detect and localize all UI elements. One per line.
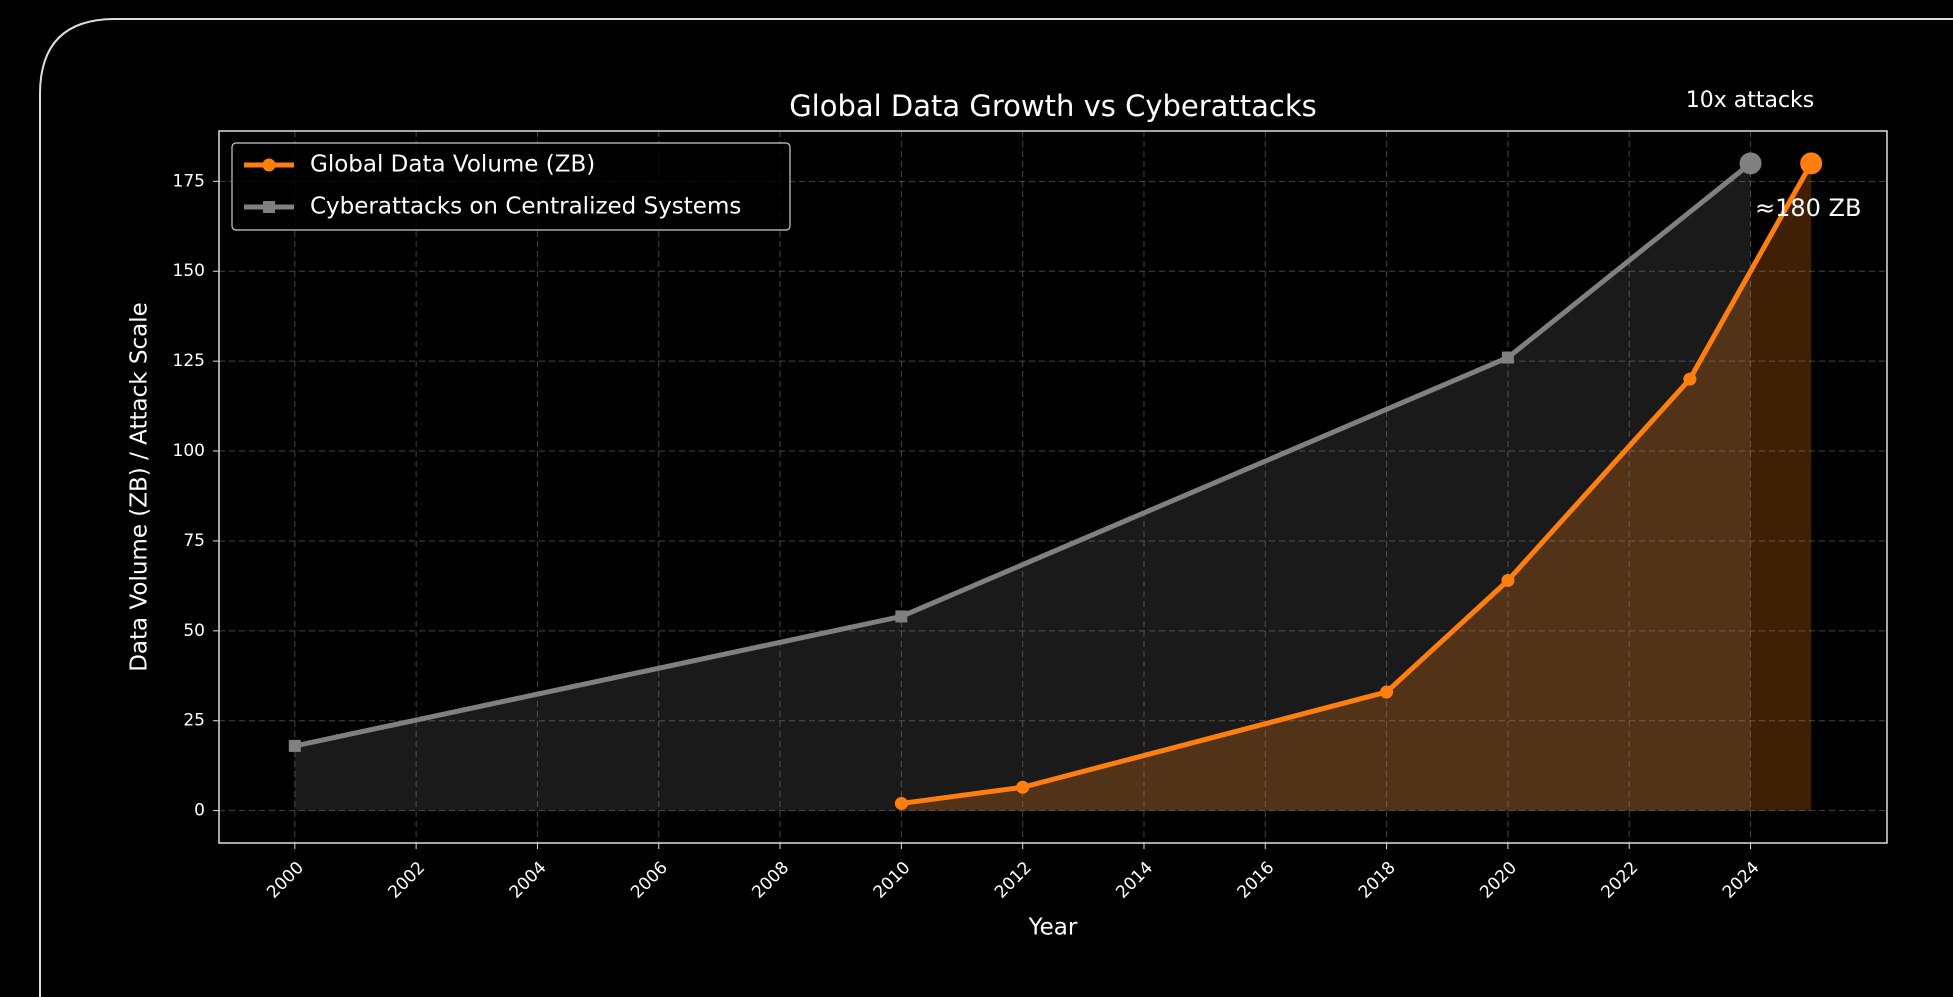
area	[901, 163, 1812, 811]
annotation: 10x attacks	[1686, 88, 1815, 113]
annotation: ≈180 ZB	[1755, 194, 1861, 222]
series-line	[901, 162, 1814, 806]
x-tick-label: 2020	[1476, 858, 1521, 903]
y-tick-label: 125	[173, 351, 205, 371]
x-tick-label: 2008	[748, 858, 793, 903]
marker	[288, 739, 301, 752]
marker	[1380, 685, 1394, 699]
legend-swatch	[262, 158, 276, 172]
x-tick-label: 2014	[1112, 858, 1157, 903]
x-tick-label: 2022	[1598, 858, 1643, 903]
legend-label: Cyberattacks on Centralized Systems	[310, 194, 741, 220]
legend-box	[231, 142, 791, 231]
x-tick-label: 2018	[1355, 858, 1400, 903]
marker	[1683, 372, 1697, 386]
marker	[1501, 351, 1514, 364]
series-line	[294, 161, 1753, 749]
x-tick-label: 2010	[870, 858, 915, 903]
y-axis-label: Data Volume (ZB) / Attack Scale	[127, 302, 153, 672]
marker	[1501, 573, 1515, 587]
y-tick-label: 50	[183, 621, 205, 641]
x-tick-label: 2000	[263, 858, 308, 903]
legend-swatch	[263, 201, 275, 213]
y-tick-label: 150	[173, 261, 205, 281]
x-tick-label: 2004	[506, 858, 551, 903]
marker	[895, 610, 908, 623]
y-tick-label: 75	[183, 531, 205, 551]
x-tick-label: 2012	[991, 858, 1036, 903]
x-tick-label: 2016	[1234, 858, 1279, 903]
marker	[894, 796, 908, 810]
plot-frame	[218, 130, 1888, 844]
marker	[1800, 152, 1823, 175]
x-tick-label: 2002	[384, 858, 429, 903]
card-frame	[39, 18, 1953, 997]
plot-area: 0 25 50 75 100 125 150 175 2000 2002 2004 2006 2008 2…	[173, 130, 1888, 903]
marker	[1016, 780, 1030, 794]
y-tick-label: 100	[173, 441, 205, 461]
area	[294, 163, 1751, 811]
x-tick-label: 2006	[627, 858, 672, 903]
legend-label: Global Data Volume (ZB)	[310, 152, 595, 178]
marker	[1739, 152, 1762, 175]
y-tick-label: 175	[173, 171, 205, 191]
y-tick-label: 0	[194, 801, 205, 821]
chart-title: Global Data Growth vs Cyberattacks	[789, 89, 1317, 123]
x-axis-label: Year	[1028, 915, 1078, 941]
y-tick-label: 25	[183, 711, 205, 731]
x-tick-label: 2024	[1719, 858, 1764, 903]
